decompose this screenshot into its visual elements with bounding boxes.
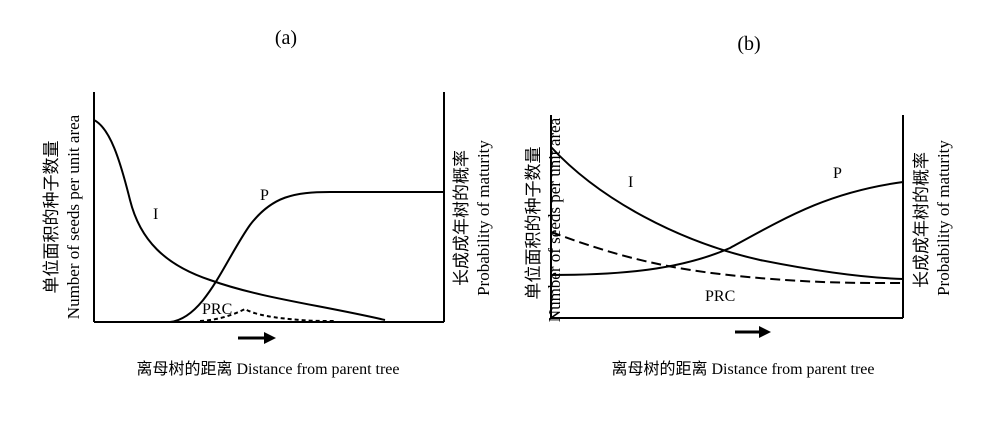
panel-a-curve-p (169, 191, 444, 323)
panel-b-curve-prc (550, 231, 903, 284)
panel-a-ylabel-en: Number of seeds per unit area (64, 114, 83, 319)
panel-a-y2label-en: Probability of maturity (474, 140, 493, 296)
panel-b-label-p: P (833, 165, 842, 182)
panel-b-xlabel: 离母树的距离 Distance from parent tree (611, 360, 874, 378)
panel-a-xlabel: 离母树的距离 Distance from parent tree (136, 360, 399, 378)
panel-b-label-prc: PRC (705, 288, 735, 305)
panel-a-label: (a) (275, 27, 297, 49)
panel-a-label-i: I (153, 206, 158, 223)
panel-b-curve-i (550, 146, 904, 280)
panel-b-ylabel-en: Number of seeds per unit area (545, 117, 564, 322)
panel-b-label-i: I (628, 174, 633, 191)
panel-a-ylabel-cn: 单位面积的种子数量 (42, 141, 61, 294)
panel-a-label-p: P (260, 187, 269, 204)
panel-a: (a) I P PRC 单位面积的种子数量 Number of seeds pe… (42, 27, 493, 378)
panel-b-arrow-icon (735, 326, 771, 338)
panel-b-curve-p (550, 181, 904, 276)
panel-b-y2label-en: Probability of maturity (934, 140, 953, 296)
panel-a-curve-prc (199, 307, 336, 322)
panel-a-arrow-icon (238, 332, 276, 344)
panel-a-y2label-cn: 长成成年树的概率 (452, 150, 471, 286)
panel-b-ylabel-cn: 单位面积的种子数量 (524, 147, 543, 300)
panel-b: (b) I P PRC 单位面积的种子数量 Number of seeds pe… (524, 33, 953, 378)
panel-a-curve-i (93, 119, 386, 321)
panel-a-label-prc: PRC (202, 301, 232, 318)
panel-b-label: (b) (737, 33, 760, 55)
panel-b-y2label-cn: 长成成年树的概率 (912, 152, 931, 288)
